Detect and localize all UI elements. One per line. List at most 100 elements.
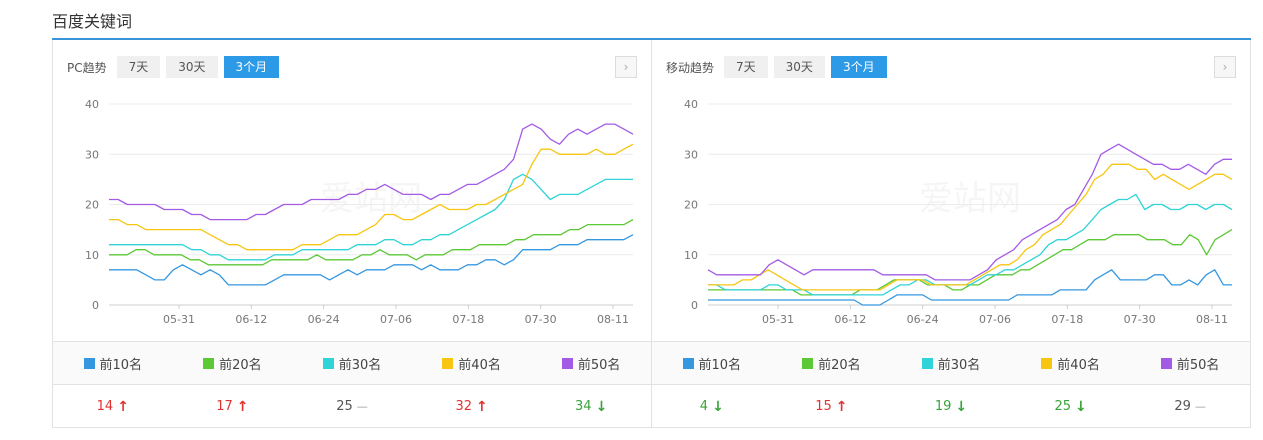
legend-item-top50[interactable]: 前50名 bbox=[1130, 342, 1250, 384]
delta-value: 17 bbox=[216, 399, 233, 414]
tab-3-months[interactable]: 3个月 bbox=[223, 56, 280, 78]
y-tick-label: 0 bbox=[691, 299, 698, 312]
mobile-toolbar: 移动趋势 7天 30天 3个月 bbox=[666, 56, 893, 78]
y-tick-label: 30 bbox=[684, 148, 698, 161]
legend-label: 前30名 bbox=[338, 357, 382, 373]
delta-value: 15 bbox=[815, 399, 832, 414]
delta-top50: 29— bbox=[1130, 385, 1250, 428]
delta-top20: 15 ↑ bbox=[772, 385, 892, 428]
series-line-前10名[interactable] bbox=[708, 269, 1232, 306]
x-tick-label: 06-24 bbox=[907, 313, 939, 326]
delta-top10: 14 ↑ bbox=[53, 385, 173, 428]
arrow-up-icon: ↑ bbox=[236, 398, 249, 415]
y-tick-label: 30 bbox=[85, 148, 99, 161]
delta-value: 32 bbox=[455, 399, 472, 414]
legend-item-top40[interactable]: 前40名 bbox=[412, 342, 532, 384]
tab-30-days[interactable]: 30天 bbox=[166, 56, 218, 78]
delta-top40: 32 ↑ bbox=[412, 385, 532, 428]
x-tick-label: 08-11 bbox=[1196, 313, 1228, 326]
legend-item-top10[interactable]: 前10名 bbox=[53, 342, 173, 384]
y-tick-label: 20 bbox=[684, 199, 698, 212]
arrow-down-icon: ↓ bbox=[955, 398, 968, 415]
mobile-trend-chart: 爱站网 0 10 20 30 40 05-31 06-12 06-24 07-06 07-18 07-… bbox=[684, 98, 1233, 326]
x-tick-label: 07-30 bbox=[525, 313, 557, 326]
legend-label: 前50名 bbox=[1176, 357, 1220, 373]
legend-label: 前20名 bbox=[219, 357, 262, 373]
x-tick-label: 05-31 bbox=[163, 313, 195, 326]
section-title: 百度关键词 bbox=[52, 12, 133, 31]
arrow-up-icon: ↑ bbox=[835, 398, 848, 415]
legend-label: 前10名 bbox=[698, 357, 742, 373]
legend-swatch bbox=[802, 357, 814, 369]
y-tick-label: 0 bbox=[92, 299, 99, 312]
delta-top30: 19 ↓ bbox=[891, 385, 1011, 428]
mobile-trend-label: 移动趋势 bbox=[666, 60, 715, 75]
next-chevron-button[interactable]: › bbox=[1214, 56, 1236, 78]
x-tick-label: 08-11 bbox=[597, 313, 629, 326]
delta-value: 14 bbox=[96, 399, 114, 414]
arrow-down-icon: ↓ bbox=[712, 398, 724, 415]
x-tick-label: 06-24 bbox=[308, 313, 340, 326]
pc-trend-panel: PC趋势 7天 30天 3个月 › 爱站网 0 10 20 30 40 05-31 06-12… bbox=[52, 40, 652, 428]
x-tick-label: 05-31 bbox=[762, 313, 794, 326]
tab-3-months[interactable]: 3个月 bbox=[830, 56, 887, 78]
delta-top50: 34 ↓ bbox=[531, 385, 651, 428]
delta-top10: 4 ↓ bbox=[652, 385, 772, 428]
legend-swatch bbox=[921, 357, 933, 369]
arrow-down-icon: ↓ bbox=[1074, 398, 1087, 415]
legend-swatch bbox=[83, 357, 95, 369]
legend-item-top40[interactable]: 前40名 bbox=[1011, 342, 1131, 384]
legend-label: 前20名 bbox=[818, 357, 861, 373]
legend-item-top20[interactable]: 前20名 bbox=[173, 342, 293, 384]
legend-swatch bbox=[561, 357, 573, 369]
legend-swatch bbox=[682, 357, 694, 369]
legend-item-top30[interactable]: 前30名 bbox=[292, 342, 412, 384]
series-line-前50名[interactable] bbox=[707, 143, 1232, 281]
y-tick-label: 40 bbox=[85, 98, 99, 111]
delta-top40: 25 ↓ bbox=[1011, 385, 1131, 428]
series-line-前40名[interactable] bbox=[708, 163, 1233, 291]
delta-value: 25 bbox=[1054, 399, 1071, 414]
x-tick-label: 07-18 bbox=[452, 313, 484, 326]
tab-7-days[interactable]: 7天 bbox=[724, 56, 768, 78]
next-chevron-button[interactable]: › bbox=[615, 56, 637, 78]
legend-label: 前50名 bbox=[577, 357, 621, 373]
pc-toolbar: PC趋势 7天 30天 3个月 bbox=[67, 56, 285, 78]
x-tick-label: 07-06 bbox=[979, 313, 1011, 326]
legend-label: 前10名 bbox=[99, 357, 143, 373]
y-tick-label: 10 bbox=[684, 249, 698, 262]
y-tick-label: 40 bbox=[684, 98, 698, 111]
series-line-前40名[interactable] bbox=[109, 143, 634, 251]
arrow-down-icon: ↓ bbox=[595, 398, 608, 415]
delta-value: 29 bbox=[1174, 399, 1191, 414]
series-line-前20名[interactable] bbox=[109, 219, 634, 266]
series-line-前30名[interactable] bbox=[109, 173, 633, 261]
delta-value: 4 bbox=[699, 399, 709, 414]
mobile-legend: 前10名 前20名 前30名 前40名 前50名 bbox=[652, 341, 1250, 385]
delta-value: 25 bbox=[336, 399, 353, 414]
chevron-right-icon: › bbox=[1222, 60, 1228, 74]
arrow-up-icon: ↑ bbox=[475, 398, 488, 415]
mobile-delta-row: 4 ↓ 15 ↑ 19 ↓ 25 ↓ 29— bbox=[652, 385, 1250, 428]
pc-legend: 前10名 前20名 前30名 前40名 前50名 bbox=[53, 341, 651, 385]
y-tick-label: 10 bbox=[85, 249, 99, 262]
legend-item-top30[interactable]: 前30名 bbox=[891, 342, 1011, 384]
series-line-前30名[interactable] bbox=[708, 193, 1233, 296]
x-tick-label: 06-12 bbox=[235, 313, 267, 326]
legend-item-top50[interactable]: 前50名 bbox=[531, 342, 651, 384]
legend-item-top20[interactable]: 前20名 bbox=[772, 342, 892, 384]
x-tick-label: 07-06 bbox=[380, 313, 412, 326]
legend-swatch bbox=[1041, 357, 1053, 369]
legend-label: 前40名 bbox=[458, 357, 501, 373]
tab-30-days[interactable]: 30天 bbox=[773, 56, 825, 78]
legend-swatch bbox=[203, 357, 215, 369]
dash-icon: — bbox=[1194, 400, 1206, 413]
series-line-前50名[interactable] bbox=[109, 123, 634, 221]
series-line-前10名[interactable] bbox=[109, 234, 634, 286]
y-tick-label: 20 bbox=[85, 199, 99, 212]
section-divider bbox=[52, 38, 1251, 40]
legend-item-top10[interactable]: 前10名 bbox=[652, 342, 772, 384]
pc-delta-row: 14 ↑ 17 ↑ 25— 32 ↑ 34 ↓ bbox=[53, 385, 651, 428]
tab-7-days[interactable]: 7天 bbox=[116, 56, 161, 78]
